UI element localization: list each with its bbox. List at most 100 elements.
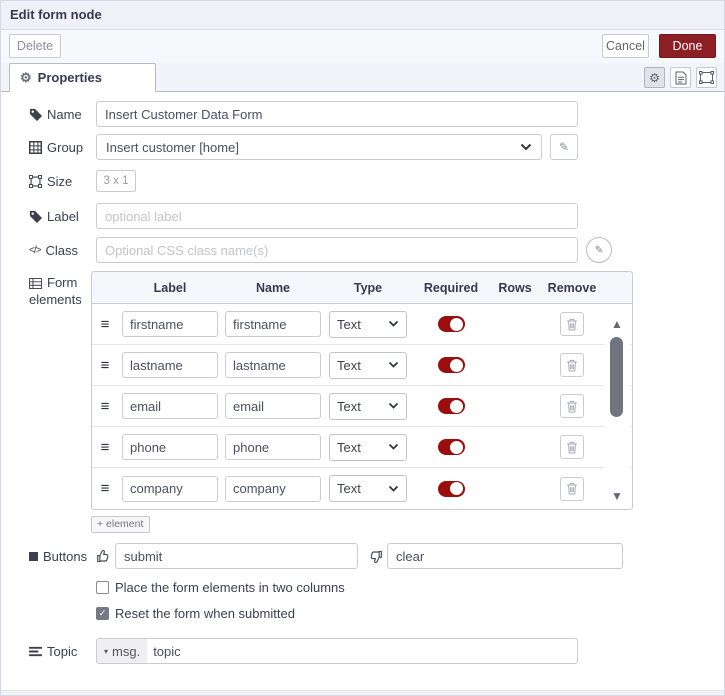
table-row: ≡ Text — [92, 345, 632, 386]
cancel-button[interactable]: Cancel — [602, 34, 649, 58]
required-toggle[interactable] — [437, 439, 465, 455]
scroll-down-icon[interactable]: ▼ — [611, 489, 623, 503]
description-view-button[interactable] — [670, 67, 691, 88]
element-name-input[interactable] — [225, 475, 321, 502]
option-reset-form[interactable]: ✓ Reset the form when submitted — [96, 606, 724, 621]
delete-element-button[interactable] — [560, 435, 584, 459]
dialog-toolbar: Delete Cancel Done — [1, 30, 724, 63]
element-name-input[interactable] — [225, 434, 321, 460]
delete-element-button[interactable] — [560, 476, 584, 501]
table-grid-icon — [29, 140, 42, 154]
table-row: ≡ Text — [92, 386, 632, 427]
element-label-input[interactable] — [122, 434, 218, 460]
thumbs-up-icon — [96, 549, 111, 564]
drag-handle-icon[interactable]: ≡ — [100, 356, 110, 374]
col-header-rows: Rows — [498, 280, 532, 295]
table-row: ≡ Text — [92, 304, 632, 345]
trash-icon — [567, 400, 577, 412]
required-toggle[interactable] — [437, 357, 465, 373]
tasks-icon — [29, 646, 42, 656]
reset-form-checkbox[interactable]: ✓ — [96, 606, 109, 620]
topic-typed-input[interactable]: ▾ msg. topic — [96, 638, 578, 664]
class-label: </> Class — [29, 242, 78, 258]
delete-element-button[interactable] — [560, 312, 584, 336]
required-toggle[interactable] — [437, 398, 465, 414]
clear-button-label-input[interactable] — [387, 543, 623, 569]
tag-icon — [29, 108, 42, 121]
delete-element-button[interactable] — [560, 394, 584, 418]
option-label: Place the form elements in two columns — [115, 579, 345, 595]
selection-frame-icon — [699, 71, 714, 84]
chevron-down-icon — [388, 443, 399, 450]
label-input[interactable] — [96, 203, 578, 229]
drag-handle-icon[interactable]: ≡ — [100, 480, 110, 497]
group-select[interactable]: Insert customer [home] — [96, 134, 542, 160]
element-label-input[interactable] — [122, 475, 218, 502]
square-icon — [29, 551, 38, 561]
drag-handle-icon[interactable]: ≡ — [100, 438, 110, 456]
label-row: Label — [29, 203, 724, 229]
submit-button-label-input[interactable] — [115, 543, 358, 569]
done-button[interactable]: Done — [659, 34, 716, 58]
chevron-down-icon — [520, 143, 532, 151]
element-type-select[interactable]: Text — [329, 351, 407, 379]
size-button[interactable]: 3 x 1 — [96, 170, 136, 192]
tab-bar: ⚙ Properties ⚙ — [1, 63, 724, 92]
required-toggle[interactable] — [437, 480, 465, 497]
chevron-down-icon — [388, 320, 399, 327]
class-row: </> Class ✎ — [29, 237, 724, 263]
buttons-row: Buttons — [29, 543, 724, 569]
delete-button[interactable]: Delete — [9, 34, 61, 58]
gear-icon: ⚙ — [649, 70, 660, 85]
element-type-select[interactable]: Text — [329, 392, 407, 420]
required-toggle[interactable] — [437, 316, 465, 332]
two-columns-checkbox[interactable] — [96, 580, 109, 594]
buttons-label: Buttons — [29, 549, 96, 564]
edit-group-button[interactable]: ✎ — [550, 134, 578, 160]
scrollbar-thumb[interactable] — [610, 337, 623, 417]
table-header: Label Name Type Required Rows Remove — [92, 272, 632, 304]
add-element-button[interactable]: + element — [91, 516, 151, 533]
group-row: Group Insert customer [home] ✎ — [29, 134, 724, 160]
label-label: Label — [29, 209, 96, 224]
dialog-footer-strip — [1, 690, 724, 695]
element-label-input[interactable] — [122, 311, 218, 337]
group-label: Group — [29, 140, 96, 155]
properties-view-button[interactable]: ⚙ — [644, 67, 665, 88]
element-name-input[interactable] — [225, 393, 321, 419]
class-expand-button[interactable]: ✎ — [586, 237, 612, 263]
msg-prefix-label: msg. — [112, 643, 141, 659]
drag-handle-icon[interactable]: ≡ — [100, 397, 110, 415]
trash-icon — [567, 318, 577, 330]
toolbar-right-group: Cancel Done — [602, 34, 716, 58]
chevron-down-icon — [388, 402, 399, 409]
element-label-input[interactable] — [122, 352, 218, 378]
class-input[interactable] — [96, 237, 578, 263]
option-two-columns[interactable]: Place the form elements in two columns — [96, 579, 724, 595]
name-row: Name — [29, 101, 724, 127]
drag-handle-icon[interactable]: ≡ — [100, 315, 110, 333]
table-scrollbar[interactable]: ▲ ▼ — [604, 305, 630, 507]
trash-icon — [567, 441, 577, 453]
document-icon — [675, 71, 686, 84]
scroll-up-icon[interactable]: ▲ — [611, 317, 623, 331]
form-elements-rows: ≡ Text ≡ Text — [92, 304, 632, 509]
element-name-input[interactable] — [225, 311, 321, 337]
tab-properties[interactable]: ⚙ Properties — [9, 63, 156, 92]
dialog-title: Edit form node — [1, 1, 724, 30]
name-input[interactable] — [96, 101, 578, 127]
msg-type-selector[interactable]: ▾ msg. — [97, 639, 148, 663]
object-group-icon — [29, 174, 42, 188]
chevron-down-icon — [388, 361, 399, 368]
table-row: ≡ Text — [92, 468, 632, 509]
element-type-select[interactable]: Text — [329, 475, 407, 502]
element-label-input[interactable] — [122, 393, 218, 419]
element-name-input[interactable] — [225, 352, 321, 378]
chevron-down-icon — [388, 485, 399, 492]
list-icon — [29, 277, 42, 289]
delete-element-button[interactable] — [560, 353, 584, 377]
element-type-select[interactable]: Text — [329, 310, 407, 338]
element-type-select[interactable]: Text — [329, 433, 407, 461]
col-header-remove: Remove — [547, 280, 597, 295]
appearance-view-button[interactable] — [696, 67, 717, 88]
